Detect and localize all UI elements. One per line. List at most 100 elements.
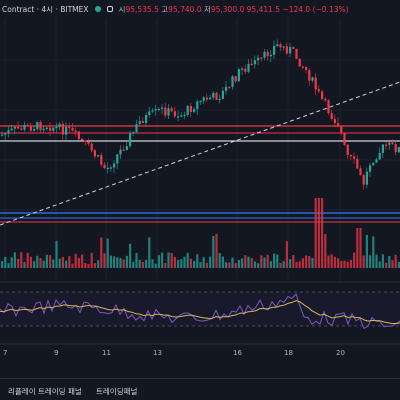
- volume-bar: [221, 256, 224, 268]
- candle-body: [253, 60, 256, 65]
- tab-trading-panel[interactable]: 트레이딩패널: [96, 387, 138, 396]
- rsi-pane: [0, 282, 400, 344]
- candle-body: [10, 128, 13, 131]
- candle-body: [305, 66, 308, 70]
- candle-body: [372, 162, 375, 166]
- candle-body: [132, 131, 135, 134]
- volume-bar: [321, 198, 324, 268]
- volume-bar: [23, 262, 26, 268]
- volume-bar: [337, 258, 340, 268]
- candle-body: [215, 92, 218, 100]
- volume-bar: [388, 255, 391, 268]
- volume-bars: [1, 198, 400, 268]
- volume-bar: [189, 258, 192, 268]
- volume-bar: [97, 260, 100, 268]
- volume-bar: [365, 234, 368, 268]
- candle-body: [177, 116, 180, 118]
- candle-body: [103, 164, 106, 169]
- volume-bar: [330, 254, 333, 268]
- volume-bar: [397, 261, 400, 268]
- candle-body: [298, 58, 301, 67]
- candle-body: [84, 140, 87, 142]
- candle-body: [228, 86, 231, 88]
- ohlc-readout: 시95,535.5 고95,740.0 저95,300.0 95,411.5 −…: [118, 4, 349, 14]
- candle-body: [285, 46, 288, 54]
- candle-body: [247, 63, 250, 72]
- tab-replay-trading-panel[interactable]: 리플레이 트레이딩 패널: [8, 387, 82, 396]
- candle-body: [378, 153, 381, 160]
- volume-bar: [385, 262, 388, 268]
- candle-body: [196, 101, 199, 110]
- candle-body: [289, 47, 292, 54]
- volume-bar: [241, 258, 244, 268]
- volume-bar: [65, 260, 68, 268]
- candle-body: [20, 128, 23, 130]
- volume-bar: [26, 252, 29, 268]
- volume-bar: [183, 256, 186, 268]
- candle-body: [266, 51, 269, 57]
- candle-body: [141, 121, 144, 124]
- volume-bar: [199, 262, 202, 268]
- candle-body: [337, 123, 340, 127]
- volume-bar: [7, 263, 10, 268]
- candle-body: [202, 97, 205, 101]
- candle-body: [260, 57, 263, 59]
- volume-bar: [125, 255, 128, 268]
- volume-bar: [193, 261, 196, 268]
- volume-bar: [375, 254, 378, 268]
- candle-body: [375, 159, 378, 163]
- volume-bar: [138, 259, 141, 268]
- volume-bar: [231, 257, 234, 268]
- candle-body: [311, 77, 314, 81]
- volume-bar: [353, 252, 356, 268]
- candle-body: [186, 105, 189, 115]
- volume-bar: [71, 263, 74, 268]
- volume-bar: [170, 252, 173, 268]
- candle-body: [106, 167, 109, 170]
- candle-body: [356, 158, 359, 169]
- candle-body: [157, 108, 160, 111]
- volume-bar: [103, 253, 106, 268]
- symbol-title[interactable]: Contract · 4시 · BITMEX: [2, 4, 89, 14]
- volume-bar: [285, 241, 288, 268]
- volume-bar: [109, 255, 112, 268]
- candle-body: [74, 130, 77, 132]
- volume-bar: [13, 252, 16, 268]
- candle-body: [269, 54, 272, 57]
- volume-bar: [151, 259, 154, 268]
- candle-body: [23, 124, 26, 130]
- volume-bar: [295, 261, 298, 268]
- volume-bar: [369, 255, 372, 268]
- x-tick: 7: [3, 349, 8, 357]
- volume-bar: [253, 261, 256, 268]
- candle-body: [183, 114, 186, 117]
- volume-bar: [173, 256, 176, 268]
- candle-body: [45, 127, 48, 129]
- candle-body: [340, 126, 343, 134]
- candle-body: [36, 121, 39, 130]
- volume-bar: [186, 252, 189, 268]
- candle-body: [173, 111, 176, 117]
- volume-bar: [311, 257, 314, 268]
- candle-body: [199, 100, 202, 103]
- volume-bar: [180, 259, 183, 268]
- volume-bar: [93, 263, 96, 268]
- volume-bar: [135, 253, 138, 268]
- candle-body: [167, 108, 170, 116]
- volume-bar: [100, 237, 103, 268]
- candle-body: [231, 76, 234, 87]
- volume-bar: [212, 235, 215, 268]
- volume-bar: [263, 257, 266, 268]
- candle-body: [164, 107, 167, 116]
- volume-bar: [257, 263, 260, 268]
- candle-body: [237, 69, 240, 82]
- volume-bar: [55, 240, 58, 268]
- candle-body: [205, 97, 208, 100]
- candle-body: [148, 111, 151, 116]
- volume-bar: [45, 254, 48, 268]
- alert-icon[interactable]: [106, 6, 113, 12]
- candle-body: [362, 175, 365, 185]
- volume-bar: [298, 261, 301, 268]
- volume-bar: [279, 262, 282, 268]
